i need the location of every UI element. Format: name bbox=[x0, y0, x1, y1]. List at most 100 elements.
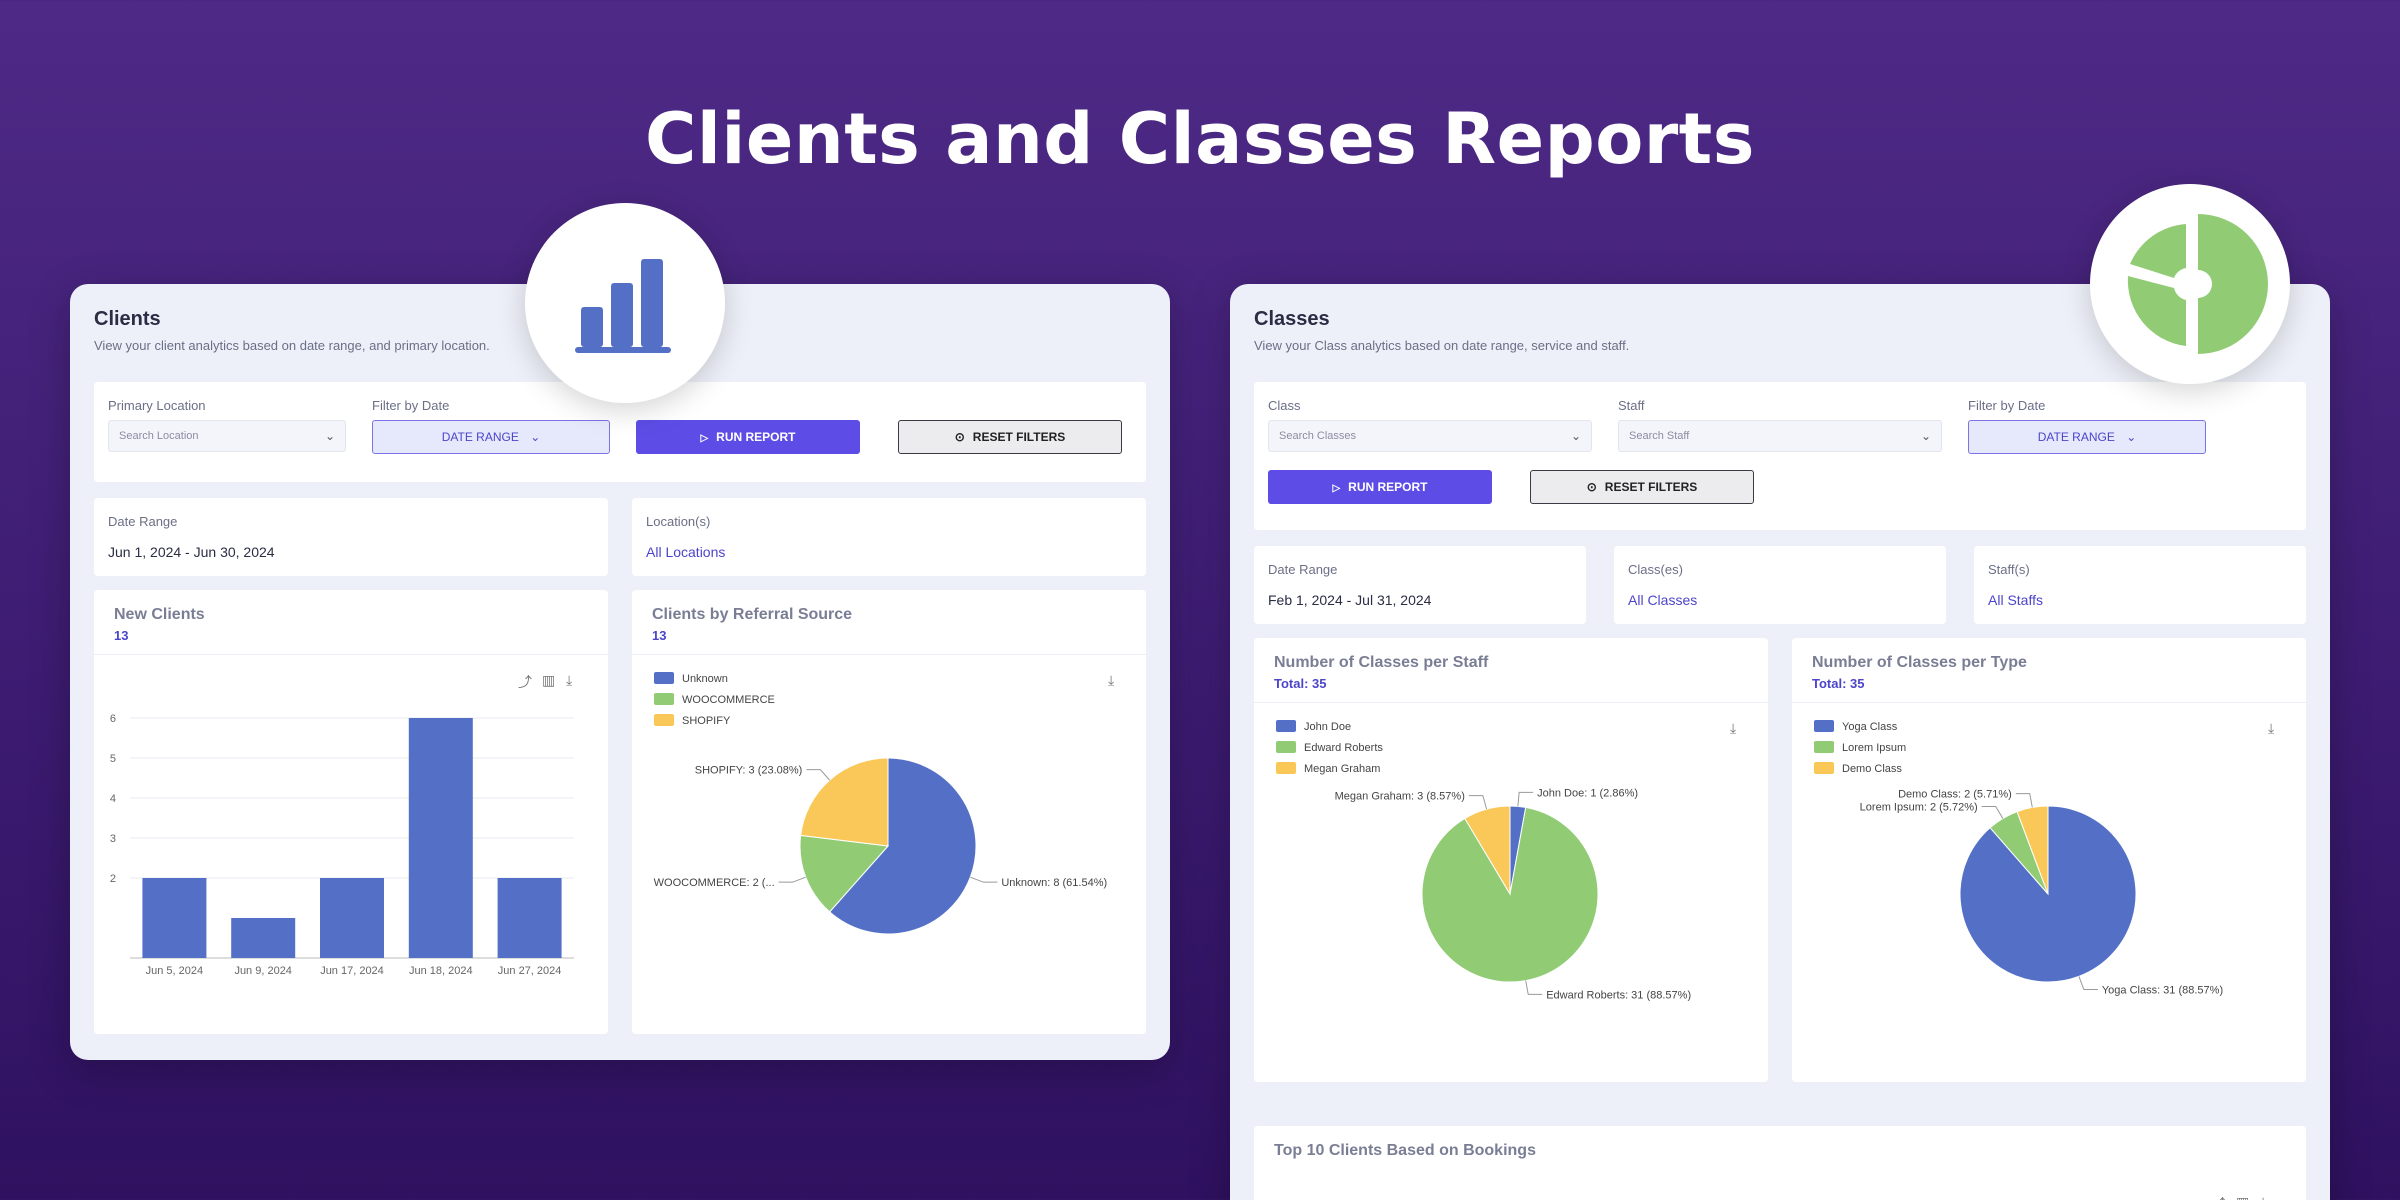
pie-slice bbox=[1464, 805, 1511, 896]
run-report-button[interactable]: ▷ RUN REPORT bbox=[636, 420, 860, 454]
reset-filters-button[interactable]: ⊙ RESET FILTERS bbox=[1530, 470, 1754, 504]
primary-location-label: Primary Location bbox=[108, 398, 206, 413]
per-staff-pie-chart: John Doe Edward Roberts Megan Graham John D… bbox=[1276, 720, 1691, 1001]
run-report-button[interactable]: ▷ RUN REPORT bbox=[1268, 470, 1492, 504]
date-range-button[interactable]: DATE RANGE ⌄ bbox=[372, 420, 610, 454]
download-icon[interactable]: ⤓ bbox=[566, 672, 573, 688]
download-icon[interactable]: ⤓ bbox=[1730, 720, 1737, 736]
chevron-down-icon: ⌄ bbox=[530, 430, 541, 444]
legend-label: Lorem Ipsum bbox=[1842, 742, 1906, 754]
per-type-card: Number of Classes per Type Total: 35 ⤓ Y… bbox=[1792, 638, 2306, 1082]
legend-label: Demo Class bbox=[1842, 763, 1902, 775]
y-tick-label: 5 bbox=[110, 753, 116, 765]
staffs-selection-card: Staff(s) All Staffs bbox=[1974, 546, 2306, 624]
legend-label: Unknown bbox=[682, 673, 728, 685]
line-chart-icon[interactable]: ⤴ bbox=[2212, 1194, 2226, 1200]
legend-swatch bbox=[1276, 720, 1296, 732]
filter-by-date-label: Filter by Date bbox=[372, 398, 450, 413]
locations-value[interactable]: All Locations bbox=[646, 544, 726, 560]
pie-label-line bbox=[778, 876, 806, 883]
legend-swatch bbox=[654, 693, 674, 705]
legend-label: WOOCOMMERCE bbox=[682, 694, 775, 706]
legend-label: Yoga Class bbox=[1842, 721, 1898, 733]
bar bbox=[497, 878, 562, 958]
legend-swatch bbox=[1814, 741, 1834, 753]
class-placeholder: Search Classes bbox=[1279, 430, 1357, 442]
pie-label-line bbox=[1468, 795, 1488, 810]
locations-label: Location(s) bbox=[646, 514, 711, 529]
classes-panel: Classes View your Class analytics based … bbox=[1230, 284, 2330, 1200]
legend-label: John Doe bbox=[1304, 721, 1351, 733]
pie-label-line bbox=[1981, 805, 2004, 819]
staff-select[interactable]: Search Staff ⌄ bbox=[1618, 420, 1942, 452]
y-tick-label: 4 bbox=[110, 793, 116, 805]
chevron-down-icon: ⌄ bbox=[1570, 429, 1581, 443]
pie-chart-icon bbox=[2127, 214, 2268, 354]
legend-swatch bbox=[1814, 720, 1834, 732]
referral-title: Clients by Referral Source bbox=[652, 606, 853, 623]
pie-label: WOOCOMMERCE: 2 (... bbox=[654, 877, 775, 889]
bar-chart-icon bbox=[575, 259, 671, 353]
pie-label: Edward Roberts: 31 (88.57%) bbox=[1546, 989, 1691, 1001]
date-range-button[interactable]: DATE RANGE ⌄ bbox=[1968, 420, 2206, 454]
bar-chart-icon[interactable]: ▥ bbox=[542, 672, 556, 688]
primary-location-select[interactable]: Search Location ⌄ bbox=[108, 420, 346, 452]
legend-swatch bbox=[654, 714, 674, 726]
legend-swatch bbox=[1276, 762, 1296, 774]
reset-filters-label: RESET FILTERS bbox=[972, 430, 1066, 444]
reset-icon: ⊙ bbox=[954, 430, 965, 444]
reset-filters-label: RESET FILTERS bbox=[1604, 480, 1698, 494]
class-select[interactable]: Search Classes ⌄ bbox=[1268, 420, 1592, 452]
download-icon[interactable]: ⤓ bbox=[2268, 720, 2275, 736]
divider bbox=[1254, 702, 1768, 703]
pie-slice bbox=[799, 834, 890, 913]
x-tick-label: Jun 17, 2024 bbox=[320, 965, 384, 977]
date-range-value: Feb 1, 2024 - Jul 31, 2024 bbox=[1268, 592, 1432, 608]
top-clients-title: Top 10 Clients Based on Bookings bbox=[1274, 1142, 1536, 1159]
bar bbox=[408, 718, 473, 958]
clients-filter-card: Primary Location Search Location ⌄ Filte… bbox=[94, 382, 1146, 482]
y-tick-label: 2 bbox=[110, 873, 116, 885]
pie-label-line bbox=[2015, 793, 2033, 808]
pie-label-line bbox=[970, 876, 998, 883]
clients-title: Clients bbox=[94, 308, 161, 330]
classes-selection-value[interactable]: All Classes bbox=[1628, 592, 1698, 608]
line-chart-icon[interactable]: ⤴ bbox=[518, 674, 532, 690]
class-label: Class bbox=[1268, 398, 1301, 413]
reset-filters-button[interactable]: ⊙ RESET FILTERS bbox=[898, 420, 1122, 454]
date-range-card: Date Range Jun 1, 2024 - Jun 30, 2024 bbox=[94, 498, 608, 576]
classes-title: Classes bbox=[1254, 308, 1330, 330]
new-clients-bar-chart: 2 3 4 5 6 Jun 5, 2024 Jun 9, 2024 Jun 17, 2024 J… bbox=[110, 713, 574, 977]
legend-swatch bbox=[1814, 762, 1834, 774]
pie-slice bbox=[800, 757, 889, 847]
x-tick-label: Jun 9, 2024 bbox=[234, 965, 292, 977]
pie-label-line bbox=[1517, 791, 1534, 807]
legend-swatch bbox=[654, 672, 674, 684]
staffs-selection-label: Staff(s) bbox=[1988, 562, 2030, 577]
legend-swatch bbox=[1276, 741, 1296, 753]
bar bbox=[231, 918, 296, 958]
divider bbox=[94, 654, 608, 655]
y-tick-label: 3 bbox=[110, 833, 116, 845]
pie-label-line bbox=[1525, 980, 1543, 995]
pie-label: John Doe: 1 (2.86%) bbox=[1537, 787, 1638, 799]
pie-label: Megan Graham: 3 (8.57%) bbox=[1335, 791, 1465, 803]
date-range-value: Jun 1, 2024 - Jun 30, 2024 bbox=[108, 544, 275, 560]
bar-chart-badge bbox=[525, 203, 725, 403]
per-staff-total: Total: 35 bbox=[1274, 676, 1327, 691]
pie-label: SHOPIFY: 3 (23.08%) bbox=[695, 765, 803, 777]
clients-subtitle: View your client analytics based on date… bbox=[94, 338, 490, 353]
staff-placeholder: Search Staff bbox=[1629, 430, 1690, 442]
run-report-label: RUN REPORT bbox=[1348, 480, 1428, 494]
staffs-selection-value[interactable]: All Staffs bbox=[1988, 592, 2043, 608]
download-icon[interactable]: ⤓ bbox=[1108, 672, 1115, 688]
per-staff-card: Number of Classes per Staff Total: 35 ⤓ … bbox=[1254, 638, 1768, 1082]
play-icon: ▷ bbox=[1332, 483, 1341, 494]
download-icon[interactable]: ⤓ bbox=[2260, 1194, 2266, 1200]
run-report-label: RUN REPORT bbox=[716, 430, 796, 444]
per-type-title: Number of Classes per Type bbox=[1812, 654, 2027, 671]
staff-label: Staff bbox=[1618, 398, 1645, 413]
bar-chart-icon[interactable]: ▥ bbox=[2236, 1194, 2249, 1200]
date-range-label: DATE RANGE bbox=[441, 430, 519, 444]
pie-label: Lorem Ipsum: 2 (5.72%) bbox=[1860, 801, 1978, 813]
